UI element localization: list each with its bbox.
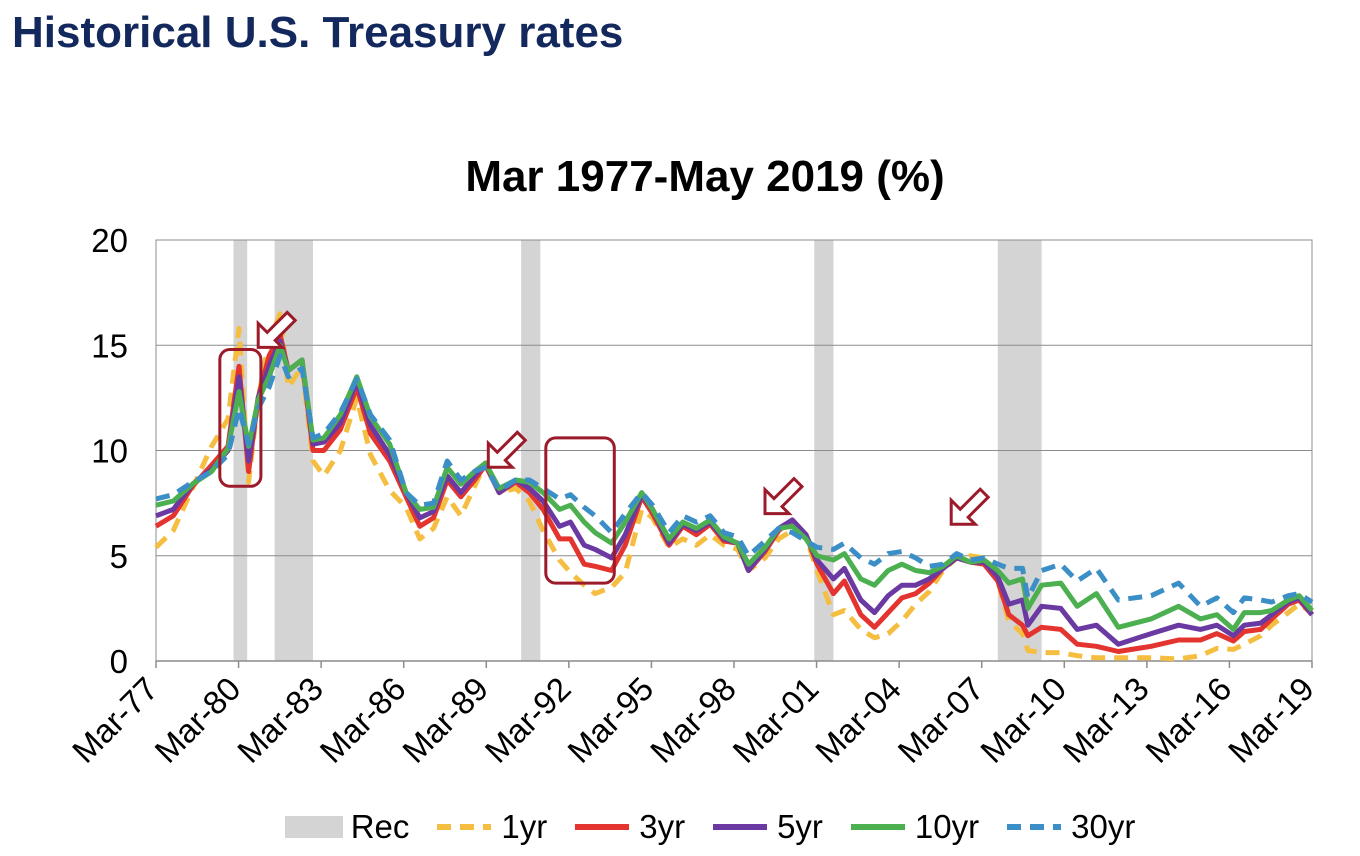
series-line-1yr <box>154 311 1314 662</box>
series-line-30yr <box>155 353 1314 616</box>
x-tick-label: Mar-19 <box>1221 670 1321 770</box>
x-tick-label: Mar-98 <box>643 670 743 770</box>
x-tick-label: Mar-07 <box>891 670 991 770</box>
legend-label-10yr: 10yr <box>914 808 980 845</box>
x-tick-label: Mar-89 <box>395 670 495 770</box>
legend-swatch-5yr <box>713 824 768 830</box>
legend-label-5yr: 5yr <box>777 808 823 845</box>
series-lines <box>154 311 1314 662</box>
legend-swatch-1yr <box>437 824 492 830</box>
annotation-arrow-0 <box>256 310 298 349</box>
legend-item-rec: Rec <box>284 808 410 846</box>
legend-item-1yr: 1yr <box>435 808 547 846</box>
annotations <box>218 310 991 585</box>
y-tick-label: 15 <box>91 327 128 364</box>
y-tick-label: 10 <box>91 433 128 470</box>
legend-swatch-3yr <box>575 824 630 830</box>
x-tick-label: Mar-95 <box>560 670 660 770</box>
series-line-10yr <box>155 342 1314 632</box>
x-tick-label: Mar-16 <box>1138 670 1238 770</box>
y-tick-label: 5 <box>110 538 128 575</box>
annotation-box-1 <box>544 436 616 585</box>
x-tick-label: Mar-04 <box>808 670 908 770</box>
legend-swatch-rec <box>284 816 343 838</box>
chart-title: Mar 1977-May 2019 (%) <box>465 152 945 201</box>
legend-label-rec: Rec <box>350 808 410 845</box>
page-title: Historical U.S. Treasury rates <box>12 8 624 57</box>
x-tick-label: Mar-77 <box>65 670 165 770</box>
x-tick-label: Mar-01 <box>725 670 825 770</box>
legend-swatch-30yr <box>1007 824 1062 830</box>
legend-item-10yr: 10yr <box>849 808 979 846</box>
x-tick-label: Mar-10 <box>973 670 1073 770</box>
annotation-arrow-1 <box>486 430 528 469</box>
legend-label-1yr: 1yr <box>501 808 548 845</box>
series-line-3yr <box>154 332 1314 654</box>
y-tick-label: 0 <box>110 643 128 680</box>
x-tick-label: Mar-92 <box>478 670 578 770</box>
chart-svg: 05101520Mar-77Mar-80Mar-83Mar-86Mar-89Ma… <box>65 222 1321 770</box>
annotation-box-0 <box>218 347 263 488</box>
annotation-arrow-2 <box>763 476 805 516</box>
legend-item-5yr: 5yr <box>711 808 823 846</box>
annotation-arrow-3 <box>949 487 991 526</box>
y-tick-label: 20 <box>91 222 128 259</box>
legend-label-30yr: 30yr <box>1071 808 1136 845</box>
x-tick-label: Mar-13 <box>1056 670 1156 770</box>
legend-swatch-10yr <box>850 824 905 830</box>
x-tick-label: Mar-83 <box>230 670 330 770</box>
legend-label-3yr: 3yr <box>639 808 686 845</box>
x-tick-label: Mar-80 <box>147 670 247 770</box>
x-tick-label: Mar-86 <box>313 670 413 770</box>
axes: 05101520Mar-77Mar-80Mar-83Mar-86Mar-89Ma… <box>65 222 1321 770</box>
legend-item-30yr: 30yr <box>1005 808 1135 846</box>
legend: Rec 1yr 3yr 5yr 10yr 30yr <box>0 808 1360 846</box>
legend-item-3yr: 3yr <box>573 808 685 846</box>
